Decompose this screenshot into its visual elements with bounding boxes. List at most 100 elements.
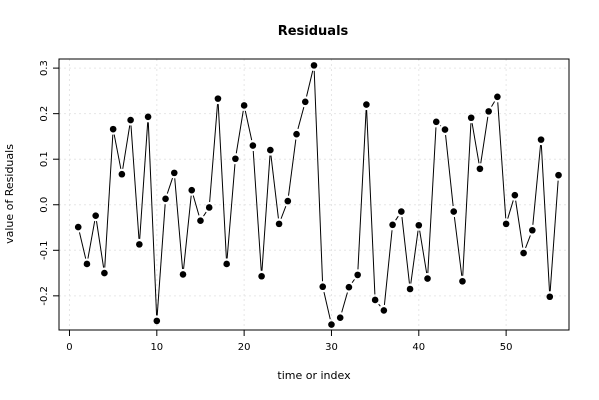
- data-point: [92, 212, 99, 219]
- data-point: [275, 220, 283, 228]
- data-point: [476, 165, 484, 173]
- data-point: [380, 307, 388, 314]
- y-tick-label: 0.1: [39, 151, 50, 167]
- y-tick-label: 0.0: [39, 197, 50, 213]
- data-point: [406, 285, 414, 293]
- series-line-segment: [217, 104, 227, 259]
- series-line-segment: [395, 215, 399, 221]
- series-line-segment: [378, 303, 381, 307]
- series-line-segment: [139, 122, 149, 239]
- data-point: [136, 241, 143, 248]
- series-line-segment: [491, 101, 495, 107]
- data-point: [502, 220, 510, 228]
- data-point: [441, 126, 449, 133]
- data-point: [415, 221, 423, 229]
- series-line-segment: [297, 106, 305, 129]
- data-point: [467, 114, 475, 122]
- series-line-segment: [280, 206, 287, 219]
- series-line-segment: [226, 164, 236, 259]
- series-line-segment: [122, 125, 131, 169]
- series-line-segment: [261, 155, 271, 271]
- series-line-segment: [270, 155, 279, 219]
- series-line-segment: [104, 134, 114, 268]
- series-line-segment: [366, 110, 376, 295]
- data-point: [529, 226, 536, 234]
- series-line-segment: [96, 221, 105, 268]
- series-line-segment: [549, 180, 559, 292]
- data-point: [144, 113, 152, 121]
- series-line-segment: [174, 178, 184, 269]
- data-point: [494, 93, 501, 101]
- data-point: [555, 171, 562, 179]
- series-line-segment: [244, 110, 253, 141]
- chart-title: Residuals: [278, 24, 349, 39]
- data-point: [109, 125, 117, 133]
- data-point: [345, 283, 353, 291]
- y-axis-label: value of Residuals: [3, 144, 16, 244]
- x-tick-label: 30: [325, 342, 338, 353]
- series-line-segment: [471, 123, 480, 164]
- data-point: [310, 62, 318, 69]
- data-point: [223, 260, 230, 268]
- data-point: [74, 223, 82, 231]
- y-tick-label: 0.3: [39, 60, 50, 76]
- data-point: [214, 95, 222, 102]
- series-line-segment: [113, 134, 122, 169]
- data-point: [398, 208, 405, 215]
- series-line-segment: [525, 235, 531, 249]
- series-line-segment: [166, 177, 173, 194]
- series-line-segment: [401, 216, 410, 284]
- data-point: [336, 314, 344, 322]
- data-point: [520, 249, 527, 257]
- series-line-segment: [323, 291, 331, 320]
- x-tick-label: 50: [500, 342, 513, 353]
- series-line-segment: [235, 110, 244, 154]
- series-line-segment: [445, 135, 454, 207]
- y-tick-label: 0.2: [39, 106, 50, 122]
- data-point: [450, 208, 458, 215]
- x-tick-label: 10: [150, 342, 163, 353]
- series-line-segment: [192, 195, 200, 216]
- data-point: [424, 275, 431, 282]
- y-tick-label: -0.2: [39, 286, 50, 306]
- data-point: [511, 191, 519, 199]
- series-line-segment: [203, 211, 207, 217]
- data-point: [301, 98, 309, 106]
- data-point: [232, 155, 239, 163]
- data-point: [546, 293, 554, 301]
- data-point: [118, 170, 126, 178]
- series-line-segment: [532, 145, 542, 225]
- plot-frame: [58, 58, 570, 331]
- series-line-segment: [383, 230, 393, 305]
- data-point: [101, 269, 108, 277]
- x-tick-label: 20: [238, 342, 251, 353]
- series-line-segment: [410, 230, 419, 284]
- series-line-segment: [453, 216, 463, 276]
- data-point: [205, 204, 213, 211]
- y-axis: -0.2 -0.1 0.0 0.1 0.2 0.3: [39, 60, 59, 306]
- y-tick-label: -0.1: [39, 241, 50, 261]
- data-point: [170, 169, 178, 177]
- data-point: [293, 130, 300, 138]
- series-line-segment: [462, 123, 472, 276]
- series-line-segment: [147, 122, 158, 316]
- data-point: [389, 221, 396, 229]
- data-point: [284, 197, 292, 205]
- series-line-segment: [540, 145, 550, 292]
- data-point: [328, 321, 335, 328]
- series-line-segment: [306, 70, 314, 97]
- series-line-segment: [156, 204, 166, 316]
- x-axis: 0 10 20 30 40 50: [66, 330, 512, 353]
- series-line-segment: [209, 104, 218, 203]
- residuals-series: [74, 62, 562, 328]
- data-point: [432, 118, 440, 126]
- series-line-segment: [252, 150, 262, 271]
- data-point: [249, 142, 257, 149]
- series-line-segment: [313, 70, 324, 282]
- series-line-segment: [515, 200, 524, 248]
- series-line-segment: [497, 102, 507, 219]
- data-point: [258, 272, 265, 280]
- series-line-segment: [419, 230, 428, 274]
- data-point: [267, 146, 274, 154]
